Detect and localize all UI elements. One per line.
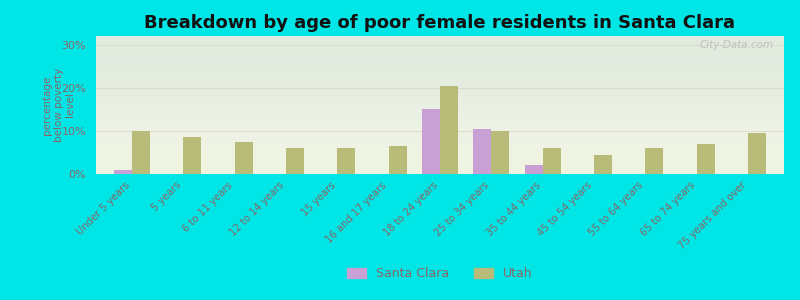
Bar bbox=[422, 109, 440, 174]
Y-axis label: percentage
below poverty
level: percentage below poverty level bbox=[42, 68, 75, 142]
Bar bbox=[286, 148, 304, 174]
Legend: Santa Clara, Utah: Santa Clara, Utah bbox=[342, 262, 538, 285]
Bar bbox=[542, 148, 561, 174]
Bar bbox=[338, 148, 355, 174]
Title: Breakdown by age of poor female residents in Santa Clara: Breakdown by age of poor female resident… bbox=[145, 14, 735, 32]
Bar bbox=[525, 165, 542, 174]
Bar bbox=[594, 154, 612, 174]
Bar bbox=[491, 131, 510, 174]
Bar bbox=[474, 129, 491, 174]
Bar bbox=[234, 142, 253, 174]
Bar bbox=[132, 131, 150, 174]
Bar bbox=[697, 144, 714, 174]
Bar bbox=[440, 85, 458, 174]
Bar bbox=[114, 170, 132, 174]
Bar bbox=[646, 148, 663, 174]
Bar bbox=[748, 133, 766, 174]
Bar bbox=[183, 137, 202, 174]
Bar bbox=[389, 146, 406, 174]
Text: City-Data.com: City-Data.com bbox=[699, 40, 774, 50]
